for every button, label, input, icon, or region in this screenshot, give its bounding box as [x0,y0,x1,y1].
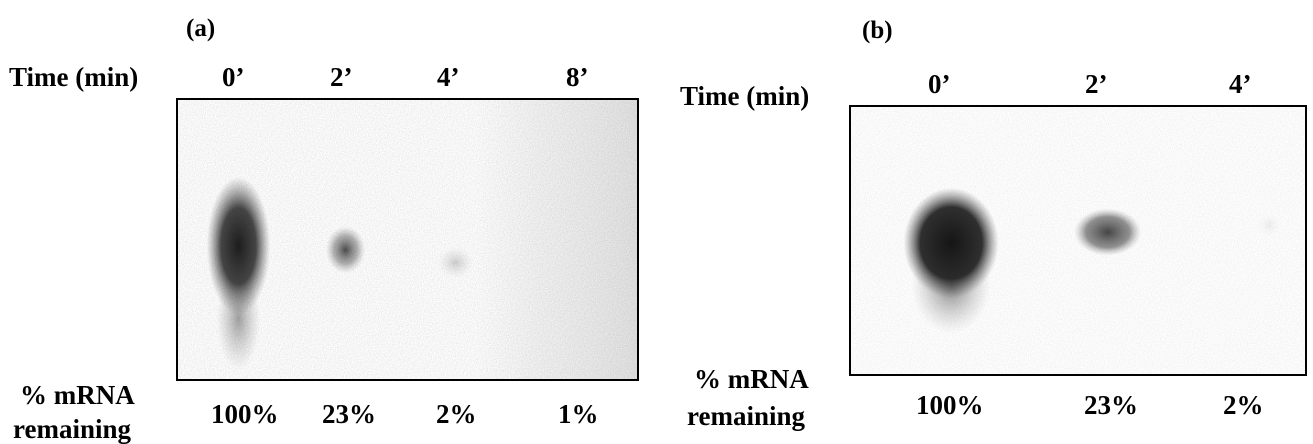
panel-a-time-label: Time (min) [9,62,139,92]
panel-a-remaining-label-1: % mRNA [20,380,135,410]
panel-b-remaining-label-1: % mRNA [694,364,809,394]
panel-b-pct-2: 23% [1084,390,1138,420]
panel-a-lane-0: 0’ [222,62,245,92]
panel-b-blot [849,105,1307,376]
panel-a-pct-2: 23% [322,399,376,429]
panel-b-time-label: Time (min) [680,81,810,111]
panel-a-lane-2: 2’ [330,62,353,92]
panel-a-remaining-label-2: remaining [13,414,132,444]
panel-a-lane-8: 8’ [566,62,589,92]
panel-b-pct-4: 2% [1223,390,1264,420]
panel-b-lane-4: 4’ [1229,69,1252,99]
panel-b-remaining-label-2: remaining [687,401,806,431]
panel-a-label: (a) [186,15,216,42]
panel-b-label: (b) [862,17,893,44]
panel-b-blot-image [851,107,1305,374]
panel-a-pct-4: 2% [436,399,477,429]
panel-b-pct-0: 100% [916,390,984,420]
panel-a-blot-image [178,100,637,379]
panel-a-pct-8: 1% [558,399,599,429]
panel-b-lane-2: 2’ [1085,69,1108,99]
panel-a-lane-4: 4’ [437,62,460,92]
panel-b-lane-0: 0’ [928,69,951,99]
panel-a-pct-0: 100% [211,399,279,429]
panel-a-blot [176,98,639,381]
